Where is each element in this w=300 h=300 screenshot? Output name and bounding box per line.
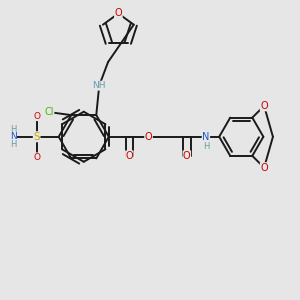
Text: O: O (33, 112, 40, 121)
Text: O: O (145, 132, 152, 142)
Text: Cl: Cl (44, 107, 54, 117)
Text: H: H (10, 125, 16, 134)
Text: N: N (202, 132, 210, 142)
Text: S: S (33, 132, 40, 142)
Text: O: O (126, 151, 133, 161)
Text: H: H (10, 140, 16, 148)
Text: O: O (33, 153, 40, 162)
Text: NH: NH (92, 81, 106, 90)
Text: H: H (203, 142, 209, 151)
Text: O: O (183, 151, 190, 161)
Text: O: O (115, 8, 122, 19)
Text: O: O (260, 163, 268, 173)
Text: O: O (260, 101, 268, 111)
Text: N: N (10, 132, 16, 141)
